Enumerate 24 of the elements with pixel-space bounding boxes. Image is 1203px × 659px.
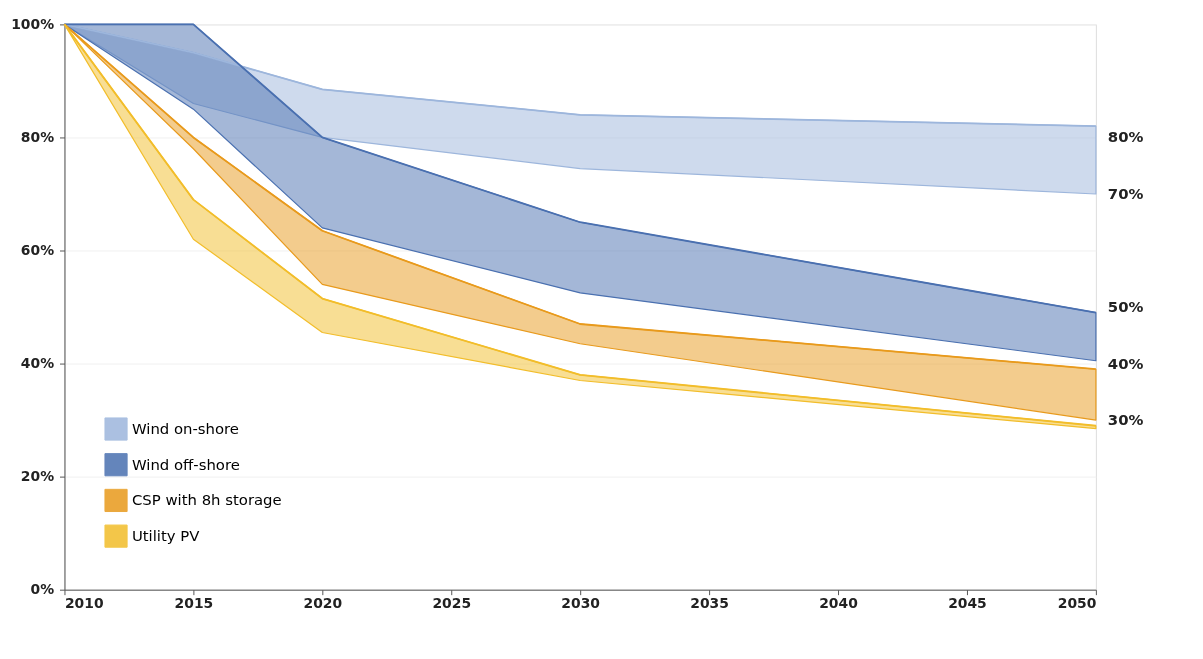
legend-label: Utility PV (131, 527, 201, 546)
x-tick-label: 2025 (432, 595, 472, 612)
x-tick-label: 2015 (174, 595, 214, 612)
y-tick-label: 60% (20, 241, 55, 258)
text: 40% (1107, 354, 1144, 373)
x-tick-label: 2020 (303, 595, 343, 612)
text: 80% (1107, 128, 1144, 147)
x-tick-label: 2010 (64, 595, 104, 612)
text: 70% (1107, 184, 1144, 203)
legend-label: Wind off-shore (131, 455, 240, 474)
x-tick-label: 2045 (948, 595, 987, 612)
y-tick-label: 40% (20, 355, 55, 372)
legend-label: Wind on-shore (131, 419, 240, 438)
x-tick-label: 2035 (690, 595, 729, 612)
x-tick-label: 2040 (819, 595, 858, 612)
text: 50% (1107, 298, 1144, 316)
y-tick-label: 80% (20, 128, 55, 145)
y-tick-label: 0% (30, 581, 55, 598)
y-tick-label: 100% (11, 15, 55, 32)
x-tick-label: 2030 (561, 595, 600, 612)
legend-label: CSP with 8h storage (131, 491, 282, 510)
x-tick-label: 2050 (1057, 595, 1097, 612)
text: 30% (1107, 411, 1144, 430)
y-tick-label: 20% (20, 468, 55, 485)
